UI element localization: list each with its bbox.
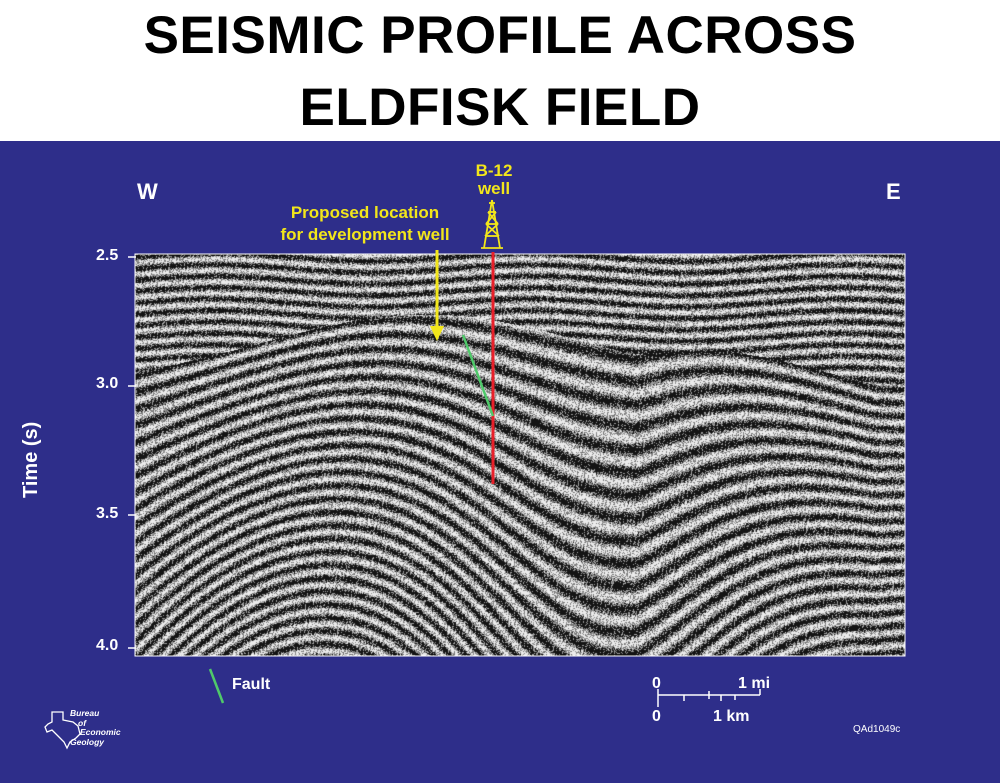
direction-east-label: E [886, 179, 901, 204]
proposed-label-line-2: for development well [280, 225, 450, 244]
fault-legend-swatch [208, 668, 225, 704]
bureau-logo-text: Bureau of Economic Geology [68, 708, 121, 747]
section-frame [134, 253, 906, 657]
fault-legend-label: Fault [232, 676, 271, 693]
yaxis-ticks [128, 256, 136, 649]
title-line-1: SEISMIC PROFILE ACROSS [143, 6, 857, 65]
scale-mi-one: 1 mi [738, 675, 771, 692]
well-label-line-2: well [477, 179, 511, 198]
scale-km-one: 1 km [713, 708, 750, 725]
well-label: B-12 well [464, 162, 524, 198]
logo-text-bureau: Bureau [70, 708, 100, 718]
direction-west-label: W [137, 179, 158, 204]
ytick-4-0: 4.0 [96, 637, 119, 654]
scale-mi-zero: 0 [652, 675, 661, 692]
figure-id: QAd1049c [853, 724, 901, 735]
proposed-location-arrow [430, 250, 444, 341]
scale-km-zero: 0 [652, 708, 661, 725]
proposed-location-label: Proposed location for development well [255, 202, 475, 246]
logo-text-geology: Geology [70, 736, 105, 747]
well-label-line-1: B-12 [475, 161, 513, 180]
derrick-icon [481, 199, 503, 249]
texas-logo-icon [44, 711, 81, 750]
ytick-3-0: 3.0 [96, 375, 119, 392]
logo-text-economic: Economic [80, 727, 121, 737]
ytick-2-5: 2.5 [96, 247, 119, 264]
logo-text-of: of [78, 717, 87, 728]
scale-bar [657, 689, 761, 707]
fault-line [461, 334, 495, 417]
proposed-label-line-1: Proposed location [290, 203, 440, 222]
seismic-section [135, 254, 905, 656]
ytick-3-5: 3.5 [96, 505, 119, 522]
title-line-2: ELDFISK FIELD [299, 78, 701, 137]
